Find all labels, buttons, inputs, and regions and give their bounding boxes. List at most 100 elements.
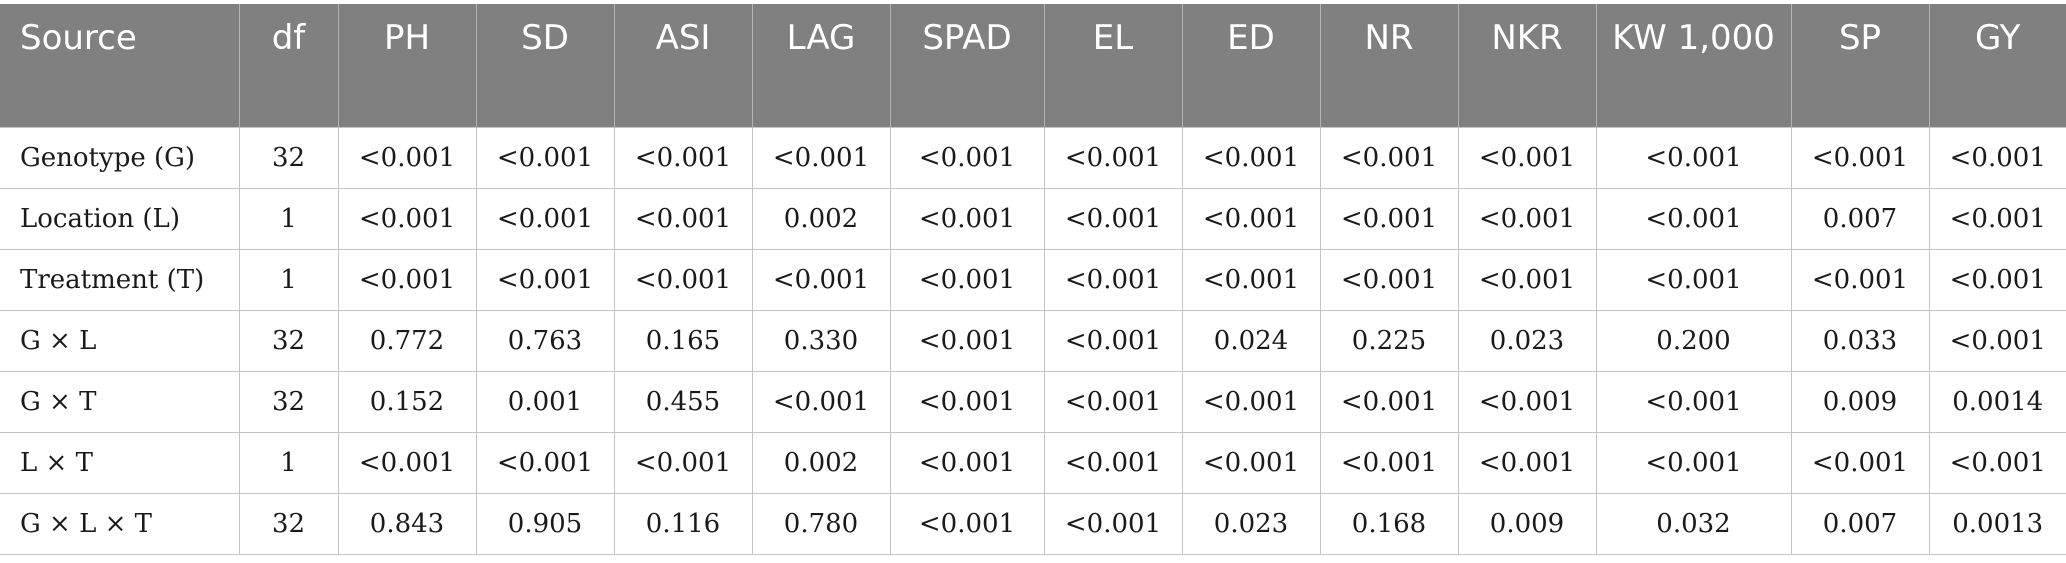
cell-sp: 0.033 [1790,310,1930,372]
cell-sd: <0.001 [475,188,615,250]
cell-kw1000: <0.001 [1595,432,1792,494]
anova-table: Source df PH SD ASI LAG SPAD EL ED NR NK… [0,4,2066,555]
cell-nr: <0.001 [1319,371,1459,433]
cell-ph: <0.001 [337,249,477,311]
cell-lag: <0.001 [751,127,891,189]
header-ph: PH [337,4,476,128]
table-body: Genotype (G) 32 <0.001 <0.001 <0.001 <0.001 <0… [0,127,2066,555]
cell-df: 32 [238,127,339,189]
header-spad: SPAD [889,4,1044,128]
cell-el: <0.001 [1043,371,1183,433]
header-source: Source [0,4,239,128]
cell-sd: <0.001 [475,249,615,311]
cell-nkr: 0.009 [1457,493,1597,555]
cell-sp: <0.001 [1790,127,1930,189]
cell-gy: <0.001 [1928,127,2066,189]
cell-df: 32 [238,371,339,433]
cell-nr: <0.001 [1319,249,1459,311]
cell-nkr: <0.001 [1457,371,1597,433]
header-df: df [238,4,338,128]
cell-gy: <0.001 [1928,188,2066,250]
cell-asi: 0.116 [613,493,753,555]
cell-source: Location (L) [0,188,240,250]
cell-nr: 0.168 [1319,493,1459,555]
table-row: G × L × T 32 0.843 0.905 0.116 0.780 <0.001 <0.… [0,493,2066,555]
cell-lag: <0.001 [751,249,891,311]
cell-nkr: <0.001 [1457,249,1597,311]
cell-ed: 0.024 [1181,310,1321,372]
table-row: G × T 32 0.152 0.001 0.455 <0.001 <0.001 <0.001… [0,371,2066,433]
cell-asi: <0.001 [613,432,753,494]
cell-el: <0.001 [1043,249,1183,311]
cell-ph: <0.001 [337,188,477,250]
cell-sp: 0.009 [1790,371,1930,433]
table-row: G × L 32 0.772 0.763 0.165 0.330 <0.001 <0.001 0… [0,310,2066,372]
header-asi: ASI [613,4,752,128]
cell-df: 1 [238,249,339,311]
cell-nr: <0.001 [1319,127,1459,189]
cell-df: 32 [238,310,339,372]
cell-gy: 0.0014 [1928,371,2066,433]
cell-ph: 0.843 [337,493,477,555]
cell-gy: <0.001 [1928,432,2066,494]
cell-ed: <0.001 [1181,371,1321,433]
header-row: Source df PH SD ASI LAG SPAD EL ED NR NK… [0,4,2066,128]
anova-table-container: Source df PH SD ASI LAG SPAD EL ED NR NK… [0,4,2066,555]
cell-kw1000: <0.001 [1595,249,1792,311]
cell-gy: <0.001 [1928,310,2066,372]
cell-spad: <0.001 [889,127,1045,189]
cell-sd: 0.905 [475,493,615,555]
cell-spad: <0.001 [889,432,1045,494]
header-ed: ED [1181,4,1320,128]
cell-kw1000: <0.001 [1595,188,1792,250]
cell-spad: <0.001 [889,371,1045,433]
cell-ph: <0.001 [337,127,477,189]
table-row: L × T 1 <0.001 <0.001 <0.001 0.002 <0.001 <0.00… [0,432,2066,494]
cell-asi: <0.001 [613,188,753,250]
cell-kw1000: 0.200 [1595,310,1792,372]
cell-ed: <0.001 [1181,127,1321,189]
cell-source: G × L × T [0,493,240,555]
header-gy: GY [1928,4,2066,128]
cell-el: <0.001 [1043,127,1183,189]
cell-source: L × T [0,432,240,494]
cell-spad: <0.001 [889,493,1045,555]
cell-lag: 0.002 [751,432,891,494]
cell-nkr: 0.023 [1457,310,1597,372]
cell-lag: 0.002 [751,188,891,250]
cell-sp: 0.007 [1790,493,1930,555]
cell-df: 32 [238,493,339,555]
cell-sd: 0.001 [475,371,615,433]
header-nkr: NKR [1457,4,1596,128]
table-row: Genotype (G) 32 <0.001 <0.001 <0.001 <0.001 <0… [0,127,2066,189]
cell-source: Treatment (T) [0,249,240,311]
cell-asi: 0.455 [613,371,753,433]
cell-spad: <0.001 [889,310,1045,372]
cell-source: G × L [0,310,240,372]
cell-source: Genotype (G) [0,127,240,189]
cell-asi: <0.001 [613,249,753,311]
cell-ph: 0.152 [337,371,477,433]
cell-asi: <0.001 [613,127,753,189]
table-header: Source df PH SD ASI LAG SPAD EL ED NR NK… [0,4,2066,128]
cell-sd: <0.001 [475,127,615,189]
cell-spad: <0.001 [889,188,1045,250]
cell-nr: 0.225 [1319,310,1459,372]
header-kw1000: KW 1,000 [1595,4,1791,128]
cell-kw1000: 0.032 [1595,493,1792,555]
cell-asi: 0.165 [613,310,753,372]
cell-ph: 0.772 [337,310,477,372]
cell-el: <0.001 [1043,310,1183,372]
cell-ed: 0.023 [1181,493,1321,555]
cell-nkr: <0.001 [1457,188,1597,250]
cell-lag: <0.001 [751,371,891,433]
cell-gy: 0.0013 [1928,493,2066,555]
table-row: Location (L) 1 <0.001 <0.001 <0.001 0.002 <0.0… [0,188,2066,250]
cell-spad: <0.001 [889,249,1045,311]
cell-ph: <0.001 [337,432,477,494]
table-row: Treatment (T) 1 <0.001 <0.001 <0.001 <0.001 <0… [0,249,2066,311]
cell-nr: <0.001 [1319,432,1459,494]
header-lag: LAG [751,4,890,128]
cell-ed: <0.001 [1181,249,1321,311]
cell-kw1000: <0.001 [1595,127,1792,189]
